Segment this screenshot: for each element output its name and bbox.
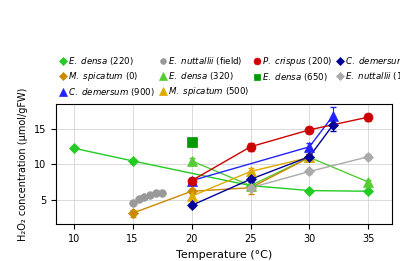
Legend: $\it{E.\ densa}$ (220), $\it{M.\ spicatum}$ (0), $\it{C.\ demersum}$ (900), $\it: $\it{E.\ densa}$ (220), $\it{M.\ spicatu… xyxy=(60,55,400,98)
X-axis label: Temperature (°C): Temperature (°C) xyxy=(176,250,272,260)
Y-axis label: H₂O₂ concentration (μmol/gFW): H₂O₂ concentration (μmol/gFW) xyxy=(18,88,28,241)
